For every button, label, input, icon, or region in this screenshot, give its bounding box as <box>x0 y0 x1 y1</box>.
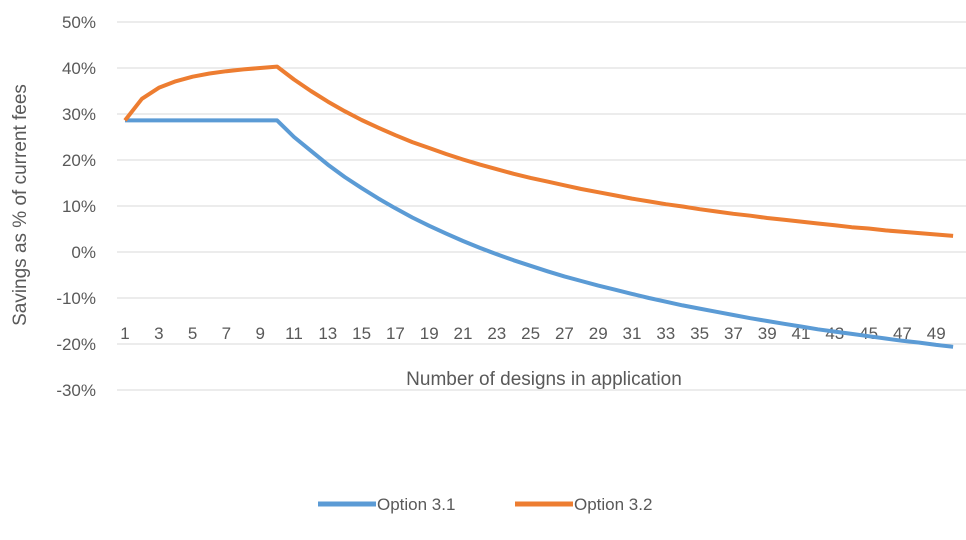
x-tick-label: 15 <box>352 324 371 343</box>
y-tick-label: -30% <box>56 381 96 400</box>
x-axis-title: Number of designs in application <box>406 369 682 390</box>
legend-label: Option 3.1 <box>377 495 455 514</box>
x-tick-label: 49 <box>927 324 946 343</box>
x-tick-label: 31 <box>623 324 642 343</box>
y-tick-label: 30% <box>62 105 96 124</box>
x-tick-label: 21 <box>454 324 473 343</box>
y-tick-label: 40% <box>62 59 96 78</box>
x-tick-label: 23 <box>487 324 506 343</box>
x-tick-label: 29 <box>589 324 608 343</box>
x-tick-label: 17 <box>386 324 405 343</box>
x-tick-label: 35 <box>690 324 709 343</box>
legend: Option 3.1 Option 3.2 <box>318 495 652 514</box>
gridlines <box>117 21 966 391</box>
y-tick-label: -10% <box>56 289 96 308</box>
y-tick-label: 20% <box>62 151 96 170</box>
x-axis-tick-labels: 1 3 5 7 9 11 13 15 17 19 21 23 25 27 29 31 33 35 37 39 41 43 4… <box>120 324 945 343</box>
series-line-2 <box>123 64 954 238</box>
x-tick-label: 11 <box>285 324 303 343</box>
x-tick-label: 25 <box>521 324 540 343</box>
y-tick-label: -20% <box>56 335 96 354</box>
y-axis-title: Savings as % of current fees <box>10 84 31 326</box>
x-tick-label: 37 <box>724 324 743 343</box>
x-tick-label: 5 <box>188 324 197 343</box>
x-tick-label: 7 <box>222 324 231 343</box>
x-tick-label: 13 <box>318 324 337 343</box>
x-tick-label: 19 <box>420 324 439 343</box>
x-tick-label: 3 <box>154 324 163 343</box>
legend-label: Option 3.2 <box>574 495 652 514</box>
series-lines <box>123 64 954 349</box>
x-tick-label: 9 <box>255 324 264 343</box>
x-tick-label: 1 <box>120 324 129 343</box>
y-tick-label: 0% <box>71 243 96 262</box>
series-line-1 <box>125 118 954 349</box>
y-tick-label: 50% <box>62 13 96 32</box>
x-tick-label: 33 <box>656 324 675 343</box>
x-tick-label: 39 <box>758 324 777 343</box>
y-axis-tick-labels: -30% -20% -10% 0% 10% 20% 30% 40% 50% <box>56 13 96 400</box>
y-tick-label: 10% <box>62 197 96 216</box>
x-tick-label: 27 <box>555 324 574 343</box>
